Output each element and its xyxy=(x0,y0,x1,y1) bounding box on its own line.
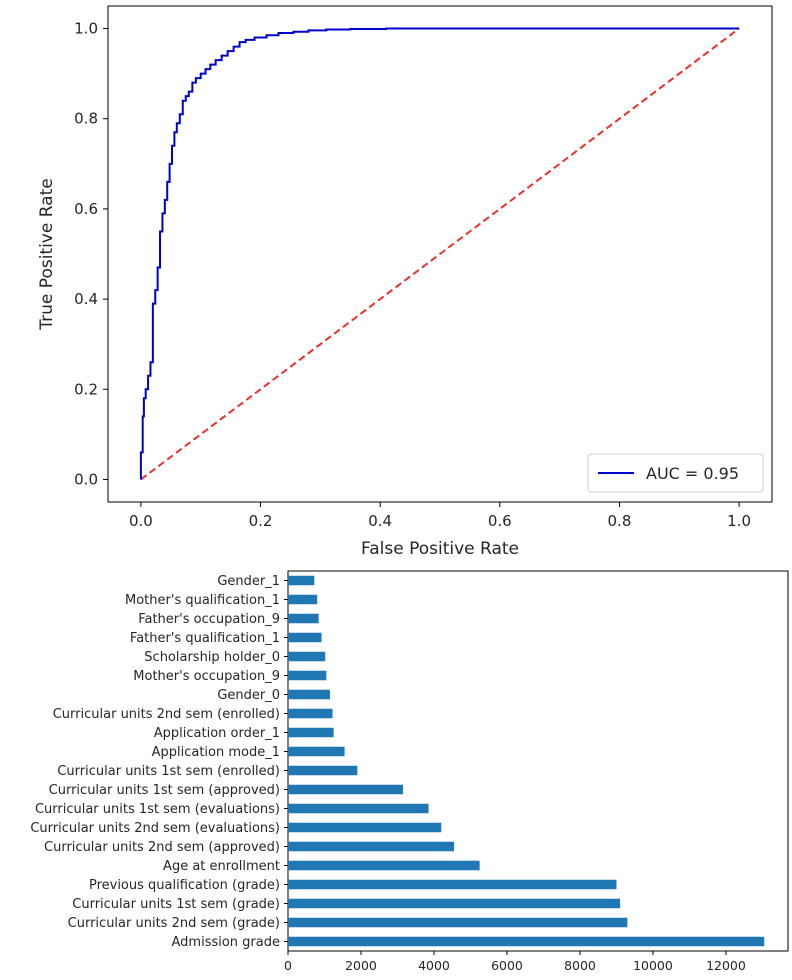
bar xyxy=(288,841,455,852)
bar xyxy=(288,613,319,624)
bar xyxy=(288,803,429,814)
bar-plot-frame xyxy=(287,570,789,952)
bar xyxy=(288,746,345,757)
bar-category-label: Admission grade xyxy=(172,935,281,950)
roc-x-tick-label: 1.0 xyxy=(727,512,751,530)
roc-series-chance xyxy=(140,27,740,481)
bar-category-label: Mother's qualification_1 xyxy=(125,593,280,608)
roc-plot-frame xyxy=(107,5,773,503)
bar-category-label: Curricular units 2nd sem (enrolled) xyxy=(53,707,280,722)
bar xyxy=(288,594,318,605)
bar xyxy=(288,708,333,719)
bar-x-tick-label: 0 xyxy=(284,958,292,973)
bar-x-tick-label: 2000 xyxy=(345,958,377,973)
roc-y-axis: 0.0 0.2 0.4 0.6 0.8 1.0 xyxy=(74,20,108,488)
bar-x-tick-label: 8000 xyxy=(564,958,596,973)
bar-category-label: Curricular units 1st sem (grade) xyxy=(72,897,280,912)
bar-category-label: Gender_1 xyxy=(217,574,280,589)
bar-category-label: Previous qualification (grade) xyxy=(89,878,280,893)
feature-importance-chart: Admission grade Curricular units 2nd sem … xyxy=(30,570,789,973)
bar-category-label: Curricular units 2nd sem (evaluations) xyxy=(30,821,280,836)
bar-category-label: Curricular units 1st sem (evaluations) xyxy=(35,802,280,817)
roc-x-tick-label: 0.6 xyxy=(488,512,512,530)
bar-category-label: Curricular units 1st sem (approved) xyxy=(49,783,280,798)
bar-x-tick-label: 6000 xyxy=(491,958,523,973)
roc-y-axis-title: True Positive Rate xyxy=(37,178,57,330)
bar xyxy=(288,670,327,681)
roc-y-tick-label: 0.8 xyxy=(74,110,98,128)
bar-category-label: Gender_0 xyxy=(217,688,280,703)
bar-category-label: Application order_1 xyxy=(154,726,280,741)
roc-y-tick-label: 1.0 xyxy=(74,20,98,38)
bar-category-label: Curricular units 2nd sem (approved) xyxy=(44,840,280,855)
bar-category-label: Scholarship holder_0 xyxy=(144,650,280,665)
bar xyxy=(288,822,442,833)
roc-x-tick-label: 0.8 xyxy=(608,512,632,530)
roc-x-tick-label: 0.0 xyxy=(129,512,153,530)
bar-x-tick-label: 4000 xyxy=(418,958,450,973)
bar-category-label: Father's occupation_9 xyxy=(138,612,280,627)
roc-x-tick-label: 0.4 xyxy=(368,512,392,530)
bar xyxy=(288,784,403,795)
bar-marks-group xyxy=(288,575,765,947)
bar-category-label: Age at enrollment xyxy=(163,859,280,874)
roc-chart: 0.0 0.2 0.4 0.6 0.8 1.0 0.0 0.2 0.4 0.6 0.8 1.0 Fa… xyxy=(37,5,773,559)
bar xyxy=(288,632,322,643)
roc-series-roc xyxy=(139,27,740,480)
bar xyxy=(288,860,480,871)
roc-legend-box xyxy=(587,453,764,493)
bar xyxy=(288,689,330,700)
roc-legend-label: AUC = 0.95 xyxy=(646,464,739,483)
roc-series-group xyxy=(139,27,740,481)
roc-y-tick-label: 0.6 xyxy=(74,200,98,218)
roc-x-tick-label: 0.2 xyxy=(249,512,273,530)
bar xyxy=(288,936,765,947)
bar xyxy=(288,651,326,662)
bar xyxy=(288,917,628,928)
bar xyxy=(288,879,617,890)
bar-category-axis: Admission grade Curricular units 2nd sem … xyxy=(30,574,288,950)
roc-y-tick-label: 0.2 xyxy=(74,380,98,398)
bar-value-axis: 0 2000 4000 6000 8000 10000 12000 xyxy=(284,951,746,973)
bar xyxy=(288,898,621,909)
bar-category-label: Mother's occupation_9 xyxy=(133,669,280,684)
bar xyxy=(288,575,315,586)
bar-category-label: Father's qualification_1 xyxy=(130,631,280,646)
bar xyxy=(288,727,334,738)
roc-x-axis-title: False Positive Rate xyxy=(361,539,519,559)
bar-category-label: Curricular units 1st sem (enrolled) xyxy=(57,764,280,779)
bar-x-tick-label: 12000 xyxy=(706,958,746,973)
bar-x-tick-label: 10000 xyxy=(633,958,673,973)
roc-legend: AUC = 0.95 xyxy=(587,453,764,493)
bar-category-label: Application mode_1 xyxy=(152,745,280,760)
bar xyxy=(288,765,358,776)
roc-y-tick-label: 0.0 xyxy=(74,470,98,488)
bar-category-label: Curricular units 2nd sem (grade) xyxy=(68,916,280,931)
roc-y-tick-label: 0.4 xyxy=(74,290,98,308)
roc-x-axis: 0.0 0.2 0.4 0.6 0.8 1.0 xyxy=(129,502,751,530)
